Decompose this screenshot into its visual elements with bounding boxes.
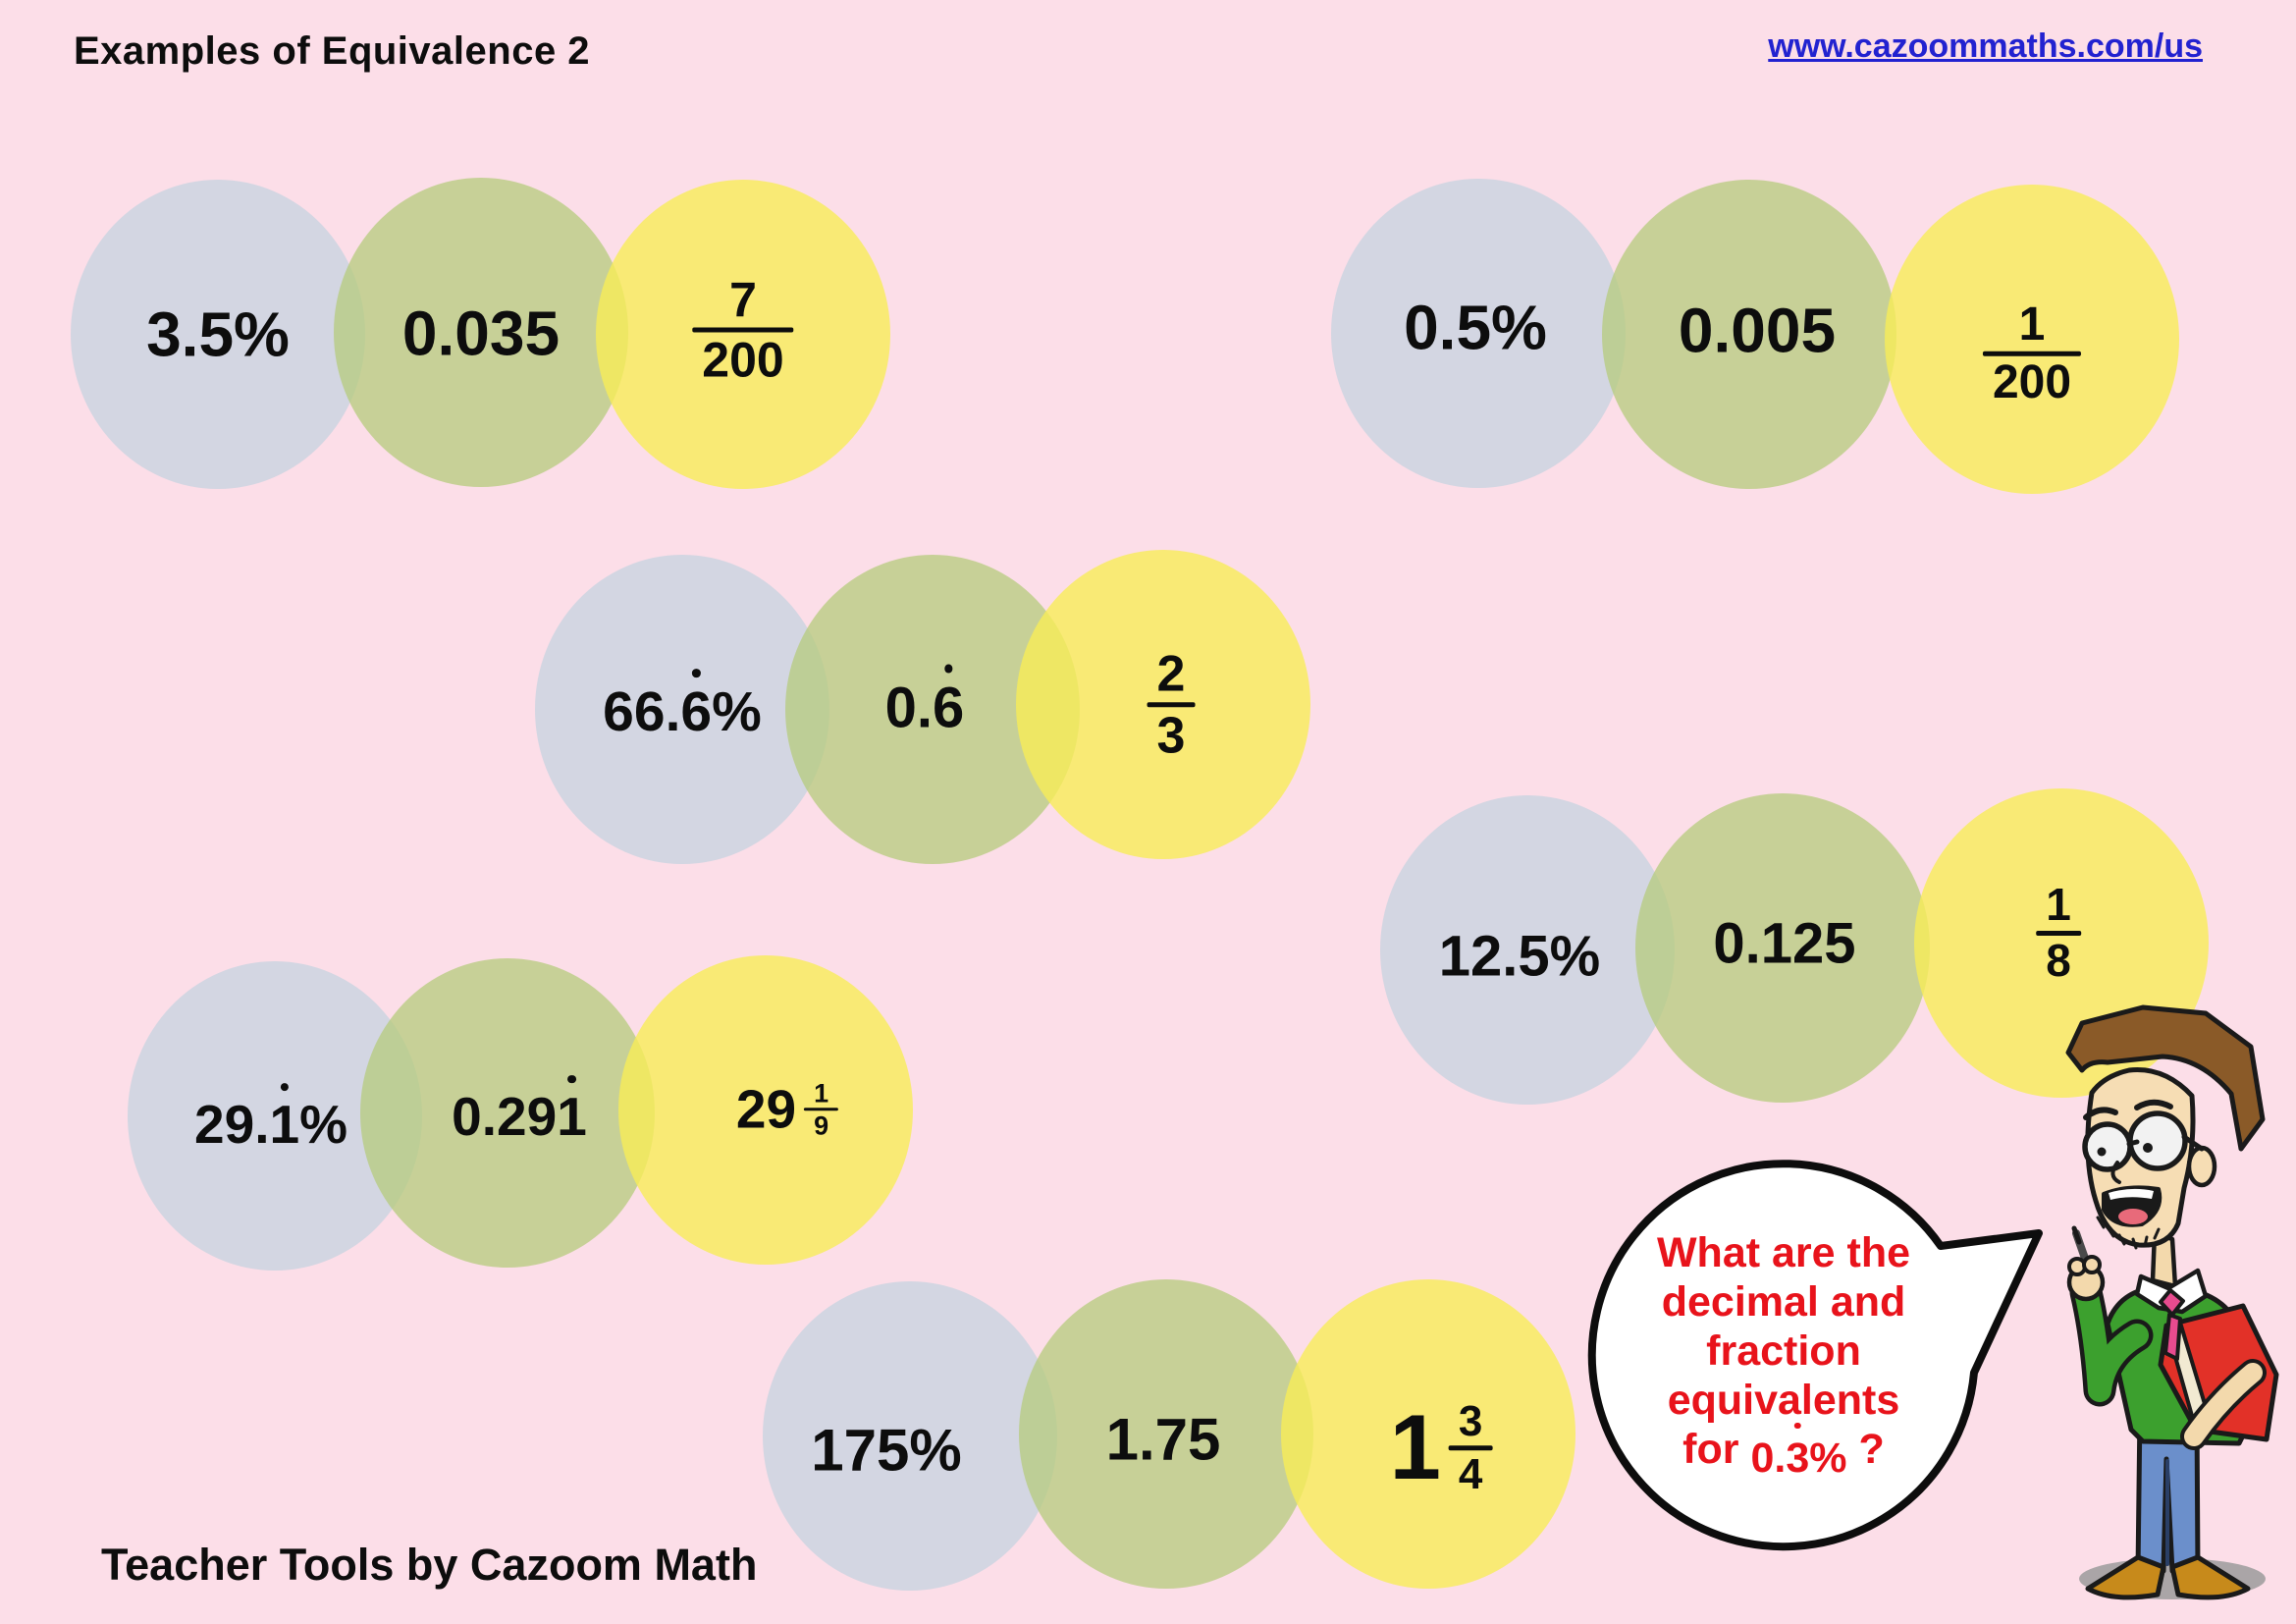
fraction-bar bbox=[804, 1108, 839, 1111]
decimal-circle bbox=[360, 958, 655, 1268]
bubble-line: fraction bbox=[1706, 1327, 1861, 1375]
fraction-bar bbox=[1982, 351, 2082, 356]
character-stubble bbox=[2096, 1216, 2161, 1250]
decimal-value: 0.035 bbox=[401, 298, 561, 369]
percent-value: 66.6% bbox=[603, 680, 762, 744]
fraction-denominator: 200 bbox=[1992, 355, 2072, 408]
fraction-value: 7 200 bbox=[692, 272, 794, 388]
decimal-value: 1.75 bbox=[1105, 1406, 1221, 1473]
bubble-line: equivalents bbox=[1667, 1377, 1900, 1424]
decimal-circle bbox=[1602, 180, 1896, 489]
fraction-bar bbox=[1448, 1445, 1493, 1451]
decimal-circle bbox=[1635, 793, 1930, 1103]
page-title: Examples of Equivalence 2 bbox=[74, 29, 591, 73]
fraction-numerator: 1 bbox=[2018, 298, 2046, 351]
fraction-bar bbox=[1147, 702, 1196, 708]
question-value: 0.3% bbox=[1750, 1435, 1847, 1482]
recurring-digit: 1 bbox=[269, 1094, 300, 1156]
fraction-denominator: 200 bbox=[702, 332, 784, 388]
fraction-numerator: 1 bbox=[814, 1078, 829, 1109]
footer-credit: Teacher Tools by Cazoom Math bbox=[101, 1540, 758, 1590]
fraction-numerator: 7 bbox=[729, 272, 757, 328]
mixed-whole: 1 bbox=[1389, 1395, 1441, 1499]
fraction-denominator: 3 bbox=[1156, 707, 1186, 765]
speech-bubble: What are the decimal and fraction equiva… bbox=[1558, 1130, 2088, 1597]
character-forearm bbox=[2184, 1363, 2263, 1446]
character-shoe-left bbox=[2085, 1554, 2166, 1600]
fraction-circle bbox=[618, 955, 913, 1265]
percent-value: 175% bbox=[811, 1417, 962, 1484]
percent-value: 29.1% bbox=[194, 1094, 347, 1156]
fraction-numerator: 3 bbox=[1458, 1397, 1483, 1446]
fraction-denominator: 8 bbox=[2046, 934, 2071, 986]
character-ear bbox=[2186, 1145, 2217, 1188]
percent-value: 3.5% bbox=[146, 298, 290, 370]
recurring-digit: 6 bbox=[933, 676, 965, 740]
character-arm-raised bbox=[2074, 1280, 2149, 1402]
website-link[interactable]: www.cazoommaths.com/us bbox=[1768, 27, 2203, 65]
percent-circle bbox=[71, 180, 365, 489]
percent-circle bbox=[1331, 179, 1626, 488]
fraction-numerator: 2 bbox=[1156, 645, 1186, 703]
bubble-line: What are the bbox=[1656, 1229, 1911, 1276]
percent-value: 12.5% bbox=[1438, 924, 1601, 989]
fraction-denominator: 9 bbox=[814, 1110, 829, 1141]
decimal-circle bbox=[334, 178, 628, 487]
fraction-denominator: 4 bbox=[1458, 1450, 1483, 1499]
speech-bubble-shape bbox=[1587, 1160, 2043, 1551]
recurring-digit: 1 bbox=[557, 1086, 587, 1148]
decimal-value: 0.6 bbox=[884, 676, 965, 740]
speech-bubble-text: What are the decimal and fraction equiva… bbox=[1595, 1228, 1972, 1482]
character-glasses bbox=[2082, 1121, 2133, 1172]
percent-circle bbox=[763, 1281, 1057, 1591]
teacher-character-illustration bbox=[2047, 1000, 2292, 1614]
decimal-value: 0.005 bbox=[1678, 295, 1837, 366]
fraction-numerator: 1 bbox=[2046, 878, 2071, 930]
character-tongue bbox=[2118, 1209, 2148, 1224]
recurring-digit: 3 bbox=[1786, 1435, 1810, 1482]
character-hair bbox=[2065, 1004, 2266, 1152]
decimal-circle bbox=[1019, 1279, 1313, 1589]
decimal-value: 0.291 bbox=[452, 1086, 587, 1148]
fraction-circle bbox=[1281, 1279, 1575, 1589]
character-shoe-right bbox=[2169, 1554, 2251, 1600]
fraction-bar bbox=[2036, 930, 2081, 936]
character-eyebrows bbox=[2083, 1107, 2118, 1120]
fraction: 1 200 bbox=[1982, 298, 2082, 409]
recurring-digit: 6 bbox=[680, 680, 713, 744]
percent-circle bbox=[1380, 795, 1675, 1105]
fraction-bar bbox=[692, 327, 794, 333]
character-nose bbox=[2110, 1161, 2121, 1184]
percent-value: 0.5% bbox=[1404, 292, 1547, 363]
fraction-circle bbox=[596, 180, 890, 489]
fraction: 7 200 bbox=[692, 272, 794, 388]
decimal-value: 0.125 bbox=[1713, 911, 1856, 976]
fraction-value: 1 200 bbox=[1982, 298, 2082, 409]
bubble-last-line: for 0.3%? bbox=[1682, 1426, 1885, 1482]
fraction-circle bbox=[1885, 185, 2179, 494]
mixed-whole: 29 bbox=[735, 1078, 797, 1140]
bubble-line: decimal and bbox=[1661, 1278, 1906, 1326]
